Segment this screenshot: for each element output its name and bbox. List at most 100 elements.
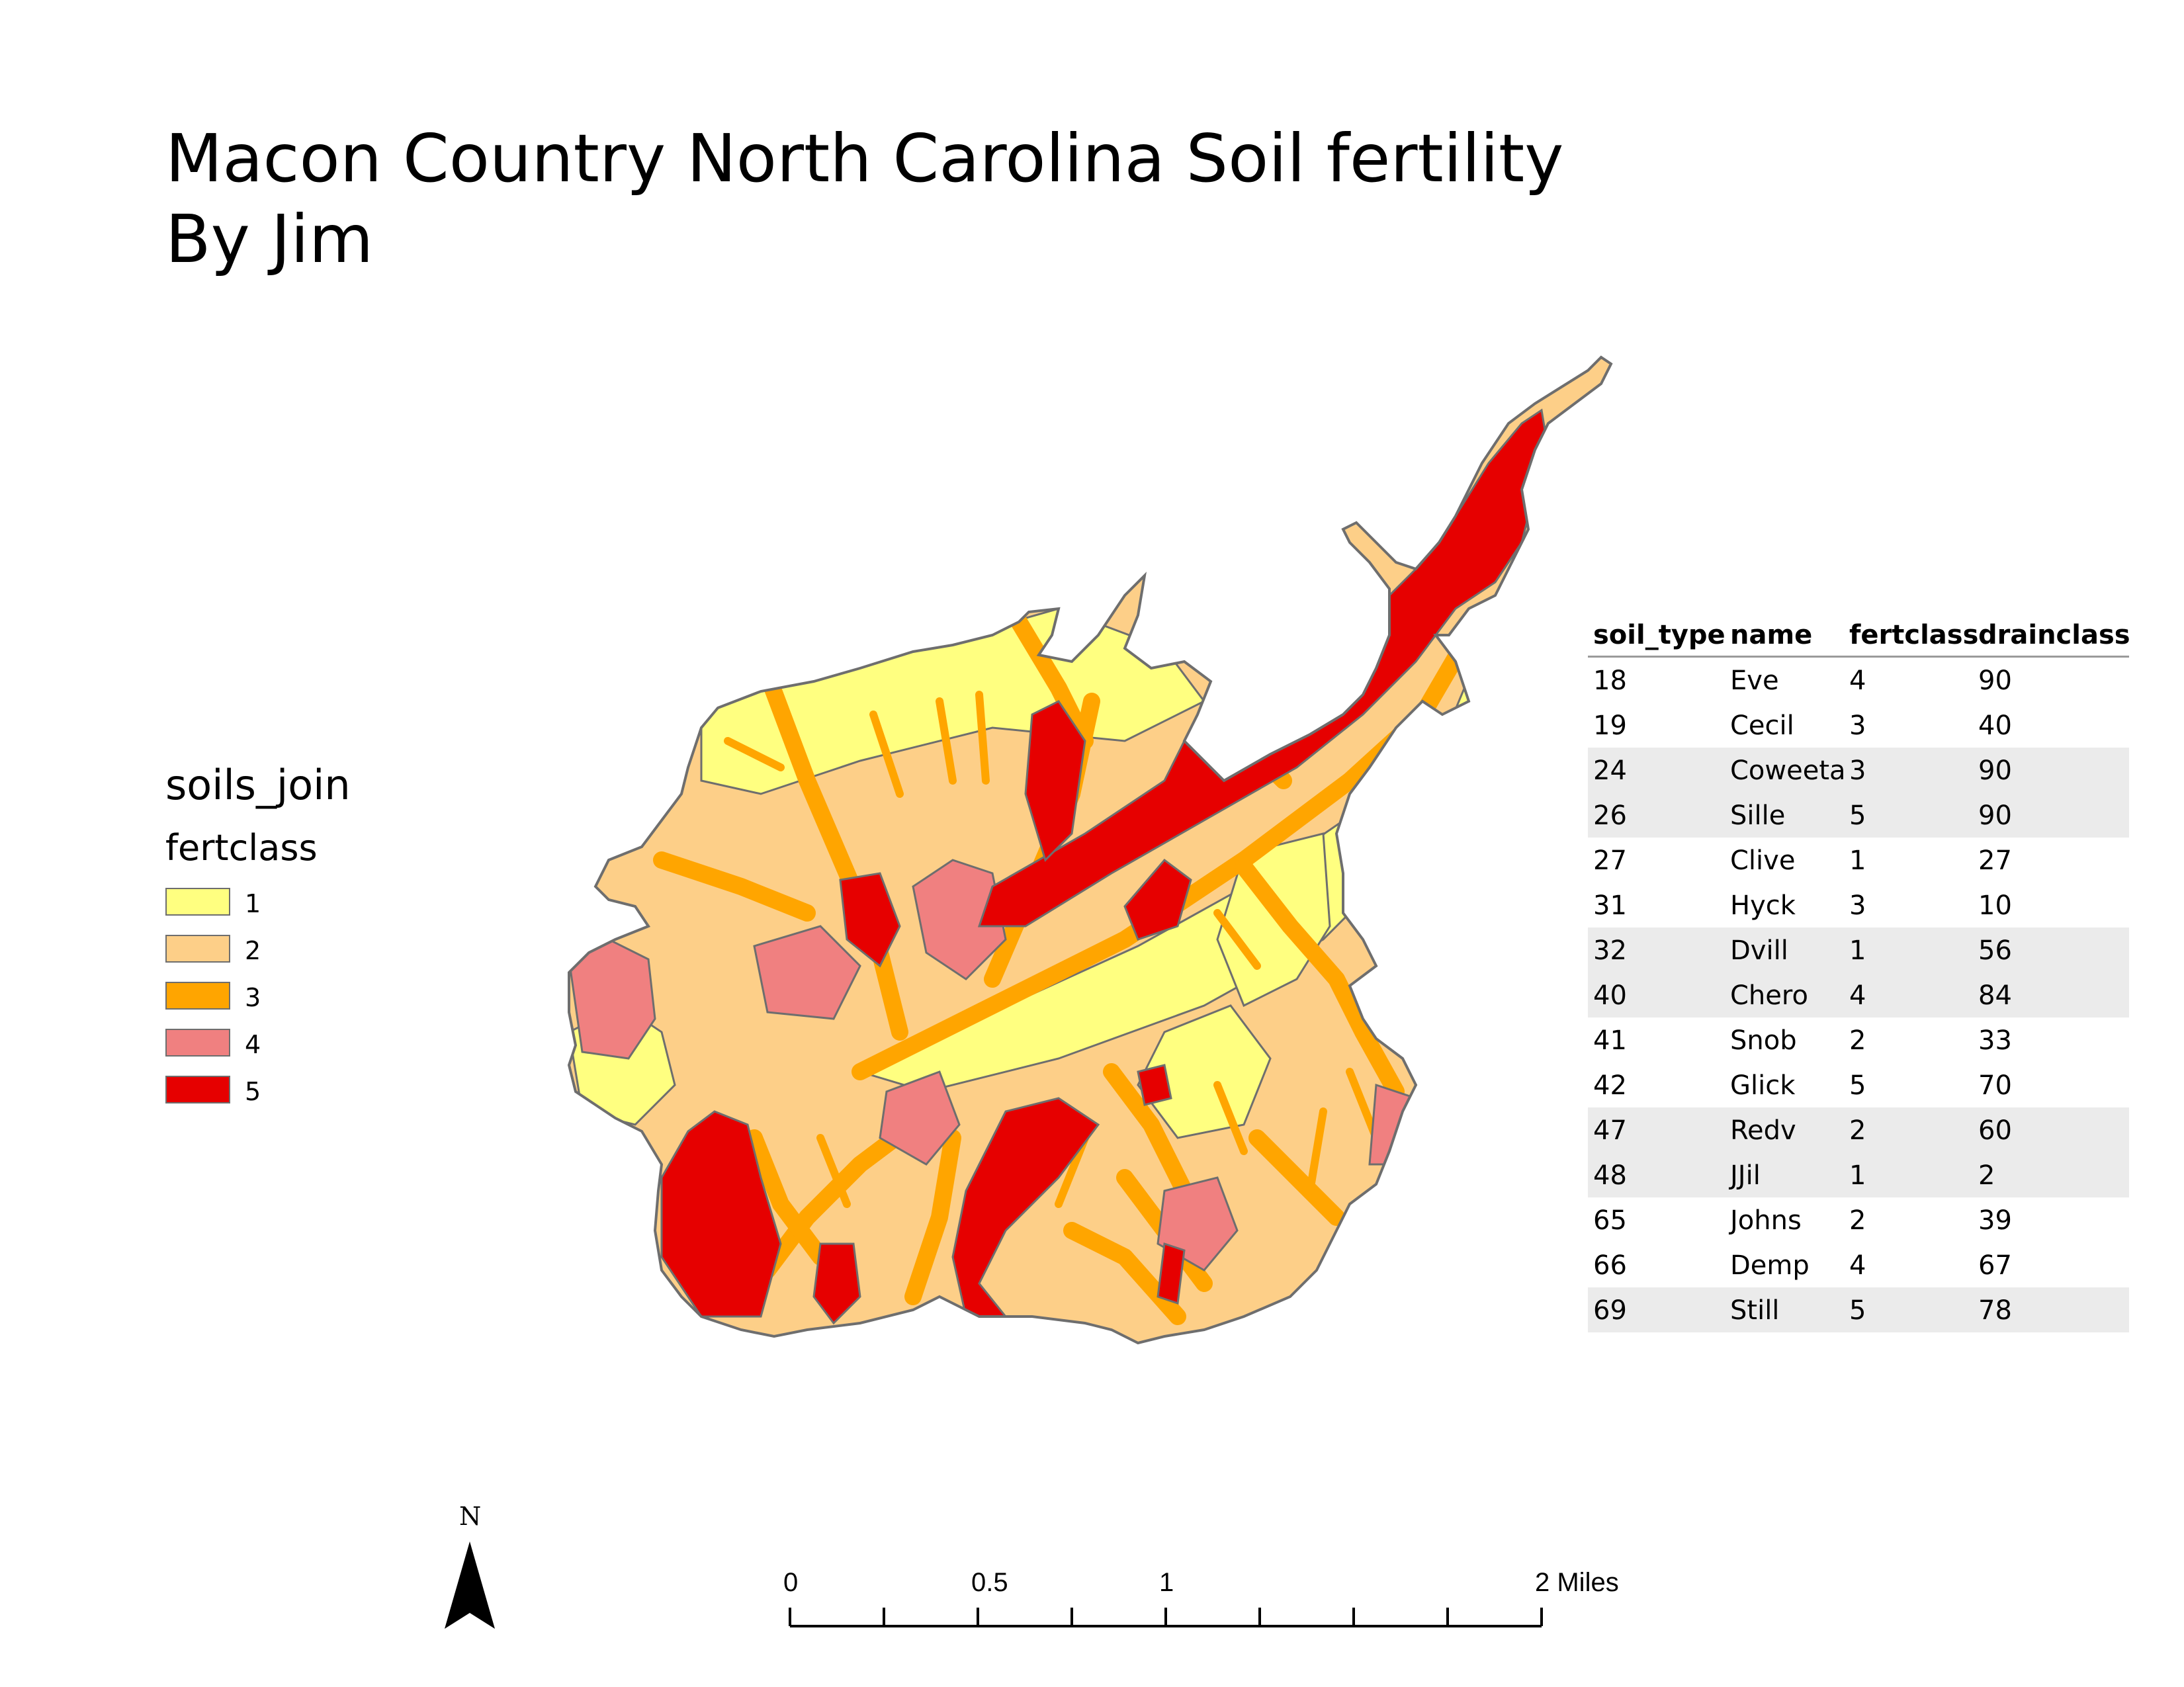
north-arrow-icon: [445, 1541, 495, 1629]
table-cell: Johns: [1730, 1205, 1802, 1236]
table-cell: 33: [1978, 1025, 2012, 1056]
soil-class-5-area: [1137, 1064, 1172, 1106]
table-cell: 10: [1978, 890, 2012, 921]
table-row: 24 Coweeta 3 90: [1588, 748, 2129, 793]
legend-label: 3: [245, 983, 261, 1012]
table-cell: 3: [1849, 890, 1866, 921]
table-cell: 32: [1593, 935, 1627, 966]
table-cell: 48: [1593, 1160, 1627, 1191]
table-cell: 2: [1849, 1205, 1866, 1236]
table-cell: Cecil: [1730, 711, 1794, 741]
table-cell: Hyck: [1730, 890, 1796, 921]
table-row: 19 Cecil 3 40: [1588, 703, 2129, 748]
table-row: 26 Sille 5 90: [1588, 793, 2129, 838]
table-header-cell: name: [1730, 620, 1813, 650]
soil-class-5-area: [1024, 700, 1086, 862]
table-cell: 31: [1593, 890, 1627, 921]
soil-class-1-area: [1137, 1004, 1272, 1139]
soil-polygons: [569, 357, 1611, 1343]
soil-class-4-area: [1157, 1176, 1239, 1272]
table-cell: 90: [1978, 666, 2012, 696]
table-cell: 4: [1849, 666, 1866, 696]
legend-label: 1: [245, 889, 261, 918]
table-cell: JJil: [1730, 1160, 1761, 1191]
table-cell: 1: [1849, 1160, 1866, 1191]
table-cell: 66: [1593, 1250, 1627, 1281]
table-cell: 3: [1849, 711, 1866, 741]
table-row: 41 Snob 2 33: [1588, 1017, 2129, 1062]
legend-swatch: [165, 1076, 230, 1103]
soil-class-4-area: [879, 1070, 961, 1166]
table-cell: 90: [1978, 756, 2012, 786]
scale-bar-label: 0.5: [971, 1568, 1008, 1597]
table-cell: 2: [1849, 1025, 1866, 1056]
table-cell: Glick: [1730, 1070, 1796, 1101]
table-cell: 1: [1849, 845, 1866, 876]
table-cell: 4: [1849, 1250, 1866, 1281]
table-cell: Coweeta: [1730, 756, 1846, 786]
table-cell: Redv: [1730, 1115, 1796, 1146]
table-cell: 24: [1593, 756, 1627, 786]
table-cell: 65: [1593, 1205, 1627, 1236]
table-row: 48 JJil 1 2: [1588, 1152, 2129, 1197]
table-row: 32 Dvill 1 56: [1588, 928, 2129, 973]
scale-bar-label: 2 Miles: [1535, 1568, 1619, 1597]
table-cell: 2: [1978, 1160, 1995, 1191]
table-cell: 60: [1978, 1115, 2012, 1146]
table-cell: Demp: [1730, 1250, 1810, 1281]
table-cell: 56: [1978, 935, 2012, 966]
soil-class-5-area: [812, 1242, 861, 1325]
table-cell: 84: [1978, 980, 2012, 1011]
table-cell: 3: [1849, 756, 1866, 786]
table-row: 47 Redv 2 60: [1588, 1107, 2129, 1152]
scale-bar-graphic: [789, 1608, 1543, 1627]
legend-label: 4: [245, 1030, 261, 1059]
table-row: 69 Still 5 78: [1588, 1287, 2129, 1332]
table-body: 18 Eve 4 90 19 Cecil 3 40 24 Coweeta 3 90 26 Sille 5 90…: [1588, 658, 2129, 1332]
table-cell: 41: [1593, 1025, 1627, 1056]
legend-swatch: [165, 888, 230, 916]
legend-label: 5: [245, 1077, 261, 1106]
table-cell: 5: [1849, 1295, 1866, 1326]
table-cell: 40: [1593, 980, 1627, 1011]
table-cell: 18: [1593, 666, 1627, 696]
table-header: soil_type name fertclass drainclass: [1588, 612, 2130, 658]
scale-bar: 0 0.5 1 2 Miles: [761, 1568, 1621, 1647]
scale-bar-label: 1: [1159, 1568, 1174, 1597]
table-cell: 27: [1978, 845, 2012, 876]
legend-layer-name: soils_join: [165, 761, 351, 809]
table-row: 31 Hyck 3 10: [1588, 883, 2129, 928]
table-cell: 26: [1593, 800, 1627, 831]
table-cell: 5: [1849, 1070, 1866, 1101]
table-cell: 78: [1978, 1295, 2012, 1326]
soil-class-5-area: [1157, 1242, 1186, 1305]
table-cell: Snob: [1730, 1025, 1797, 1056]
legend-label: 2: [245, 936, 261, 965]
table-cell: 4: [1849, 980, 1866, 1011]
table-row: 66 Demp 4 67: [1588, 1242, 2129, 1287]
table-row: 42 Glick 5 70: [1588, 1062, 2129, 1107]
table-cell: Dvill: [1730, 935, 1788, 966]
soil-map: [568, 356, 1612, 1344]
table-cell: 19: [1593, 711, 1627, 741]
legend-swatch: [165, 935, 230, 963]
map-author: By Jim: [165, 200, 374, 278]
table-cell: Chero: [1730, 980, 1808, 1011]
map-title: Macon Country North Carolina Soil fertil…: [165, 120, 1564, 197]
table-cell: 27: [1593, 845, 1627, 876]
soil-class-5-area: [1123, 858, 1192, 941]
table-cell: 1: [1849, 935, 1866, 966]
table-row: 18 Eve 4 90: [1588, 658, 2129, 703]
table-cell: 5: [1849, 800, 1866, 831]
table-cell: 70: [1978, 1070, 2012, 1101]
north-arrow: N: [437, 1502, 503, 1634]
table-cell: 40: [1978, 711, 2012, 741]
table-cell: 47: [1593, 1115, 1627, 1146]
legend-field-name: fertclass: [165, 827, 318, 869]
legend-swatch: [165, 982, 230, 1010]
table-header-cell: soil_type: [1593, 620, 1725, 650]
table-cell: 67: [1978, 1250, 2012, 1281]
table-cell: 69: [1593, 1295, 1627, 1326]
soil-class-5-area: [839, 872, 901, 968]
north-label: N: [459, 1502, 482, 1531]
